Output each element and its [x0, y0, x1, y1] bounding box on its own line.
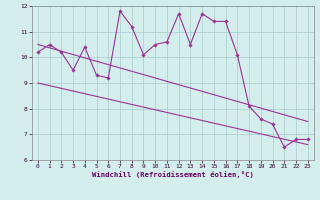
- X-axis label: Windchill (Refroidissement éolien,°C): Windchill (Refroidissement éolien,°C): [92, 171, 254, 178]
